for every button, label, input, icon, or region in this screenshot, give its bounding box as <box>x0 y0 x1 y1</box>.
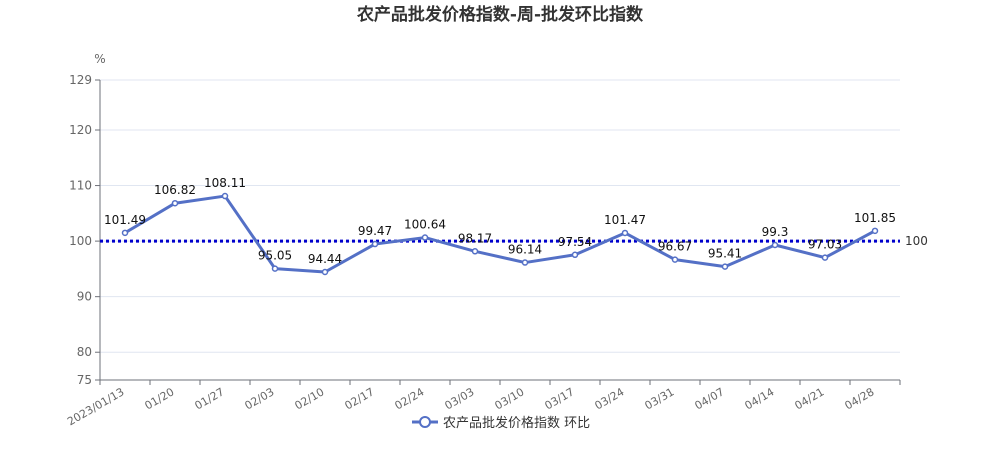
reference-line-label: 100 <box>905 234 928 248</box>
data-point <box>521 259 529 266</box>
data-point <box>721 263 729 270</box>
y-tick-label: 80 <box>77 345 92 359</box>
data-label: 95.41 <box>708 247 742 261</box>
y-tick-label: 110 <box>69 179 92 193</box>
y-tick-label: 90 <box>77 290 92 304</box>
x-tick-label: 02/03 <box>243 385 277 412</box>
data-point <box>271 265 279 272</box>
data-point <box>771 241 779 249</box>
data-label: 97.03 <box>808 238 842 252</box>
data-label: 108.11 <box>204 176 246 190</box>
data-label: 96.14 <box>508 243 542 257</box>
series-group <box>121 192 879 276</box>
x-tick-label: 02/17 <box>343 385 377 412</box>
data-label: 101.85 <box>854 211 896 225</box>
data-point <box>421 234 429 241</box>
data-point <box>371 240 379 248</box>
data-point <box>621 229 629 237</box>
x-tick-label: 04/14 <box>743 385 777 412</box>
legend-marker-symbol <box>419 416 431 428</box>
data-label: 97.54 <box>558 235 592 249</box>
x-tick-label: 02/10 <box>293 385 327 412</box>
x-tick-label: 01/27 <box>193 385 227 412</box>
x-tick-label: 02/24 <box>393 385 427 412</box>
data-point <box>221 192 229 200</box>
data-label: 95.05 <box>258 249 292 263</box>
data-label: 99.3 <box>762 225 789 239</box>
y-tick-label: 100 <box>69 234 92 248</box>
data-point <box>121 229 129 237</box>
x-tick-label: 03/24 <box>593 385 627 412</box>
data-label: 94.44 <box>308 252 342 266</box>
data-point <box>471 248 479 255</box>
data-label: 99.47 <box>358 224 392 238</box>
legend-label: 农产品批发价格指数 环比 <box>443 415 590 431</box>
reference-line-group: 100 <box>100 234 928 248</box>
gridlines <box>100 79 900 353</box>
data-label: 101.49 <box>104 213 146 227</box>
x-tick-label: 04/28 <box>843 385 877 412</box>
data-label: 96.67 <box>658 240 692 254</box>
y-tick-label: 129 <box>69 73 92 87</box>
data-point <box>821 254 829 261</box>
series-line <box>124 194 876 274</box>
x-tick-label: 03/03 <box>443 385 477 412</box>
data-point <box>671 256 679 263</box>
x-tick-label: 01/20 <box>143 385 177 412</box>
data-point <box>171 199 179 207</box>
chart-title: 农产品批发价格指数-周-批发环比指数 <box>356 4 644 25</box>
data-labels: 101.49 106.82 108.11 95.05 94.44 99.47 100.64 9… <box>104 176 896 266</box>
x-tick-label: 04/07 <box>693 385 727 412</box>
y-tick-label: 120 <box>69 123 92 137</box>
y-axis-ticks: 75 80 90 100 110 120 129 <box>69 73 100 387</box>
data-point <box>871 227 879 235</box>
y-tick-label: 75 <box>77 373 92 387</box>
data-label: 98.17 <box>458 231 492 245</box>
data-label: 100.64 <box>404 218 446 232</box>
x-tick-label: 2023/01/13 <box>65 385 126 428</box>
legend[interactable]: 农产品批发价格指数 环比 <box>412 415 590 431</box>
data-label: 101.47 <box>604 213 646 227</box>
data-point <box>571 251 579 259</box>
data-point <box>321 268 329 276</box>
y-axis-unit: % <box>94 52 105 66</box>
data-label: 106.82 <box>154 183 196 197</box>
x-tick-label: 04/21 <box>793 385 827 412</box>
x-tick-label: 03/10 <box>493 385 527 412</box>
x-tick-label: 03/31 <box>643 385 677 412</box>
x-tick-label: 03/17 <box>543 385 577 412</box>
